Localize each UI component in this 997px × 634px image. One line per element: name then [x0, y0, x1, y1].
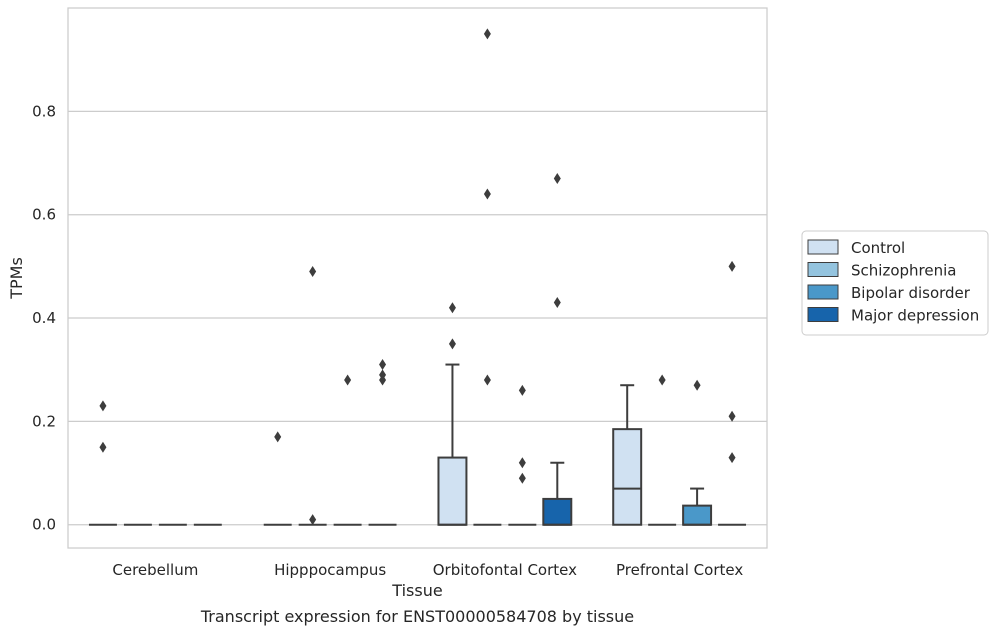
y-tick-label: 0.4: [32, 309, 56, 327]
outlier-point: [658, 374, 666, 386]
outlier-point: [518, 472, 526, 484]
outlier-point: [309, 514, 317, 526]
box-bipolar-disorder: [682, 487, 713, 526]
outlier-point: [448, 302, 456, 314]
legend-frame: [801, 230, 989, 336]
x-tick-label: Cerebellum: [112, 561, 198, 579]
box-body: [612, 428, 643, 526]
box-control: [612, 384, 643, 526]
x-tick-label: Prefrontal Cortex: [616, 561, 743, 579]
x-tick-label: Hipppocampus: [274, 561, 386, 579]
legend-swatch: [807, 239, 839, 255]
legend-swatch: [807, 284, 839, 300]
outlier-point: [99, 441, 107, 453]
outlier-point: [553, 297, 561, 309]
legend-label: Bipolar disorder: [851, 284, 971, 302]
outliers: [99, 28, 736, 526]
outlier-point: [483, 374, 491, 386]
outlier-point: [379, 359, 387, 371]
box-major-depression: [542, 461, 573, 526]
box-body: [682, 504, 713, 526]
x-tick-label: Orbitofontal Cortex: [433, 561, 577, 579]
legend-label: Major depression: [851, 307, 979, 325]
outlier-point: [553, 173, 561, 185]
outlier-point: [728, 410, 736, 422]
y-tick-label: 0.2: [32, 412, 56, 430]
outlier-point: [274, 431, 282, 443]
outlier-point: [483, 188, 491, 200]
plot-frame: [67, 7, 768, 549]
chart-caption: Transcript expression for ENST0000058470…: [200, 607, 634, 626]
boxes: [88, 363, 747, 526]
outlier-point: [344, 374, 352, 386]
y-tick-label: 0.6: [32, 206, 56, 224]
outlier-point: [728, 452, 736, 464]
legend-swatch: [807, 262, 839, 277]
box-body: [542, 497, 573, 526]
outlier-point: [518, 384, 526, 396]
outlier-point: [728, 260, 736, 272]
y-tick-label: 0.0: [32, 516, 56, 534]
outlier-point: [693, 379, 701, 391]
outlier-point: [448, 338, 456, 350]
legend-label: Control: [851, 239, 905, 257]
legend: Control Schizophrenia Bipolar disorder Majo…: [801, 230, 989, 336]
outlier-point: [518, 457, 526, 469]
x-tick-labels: Cerebellum Hipppocampus Orbitofontal Corte…: [112, 561, 743, 579]
y-tick-label: 0.8: [32, 102, 56, 120]
outlier-point: [309, 266, 317, 278]
outlier-point: [483, 28, 491, 40]
y-tick-labels: 0.0 0.2 0.4 0.6 0.8: [32, 102, 56, 533]
box-body: [437, 456, 468, 526]
legend-swatch: [807, 307, 839, 322]
outlier-point: [379, 374, 387, 386]
box-control: [437, 363, 468, 526]
legend-label: Schizophrenia: [851, 262, 956, 280]
grid-lines: [68, 110, 767, 526]
outlier-point: [99, 400, 107, 412]
x-axis-label: Tissue: [391, 581, 442, 600]
y-axis-label: TPMs: [7, 257, 26, 300]
